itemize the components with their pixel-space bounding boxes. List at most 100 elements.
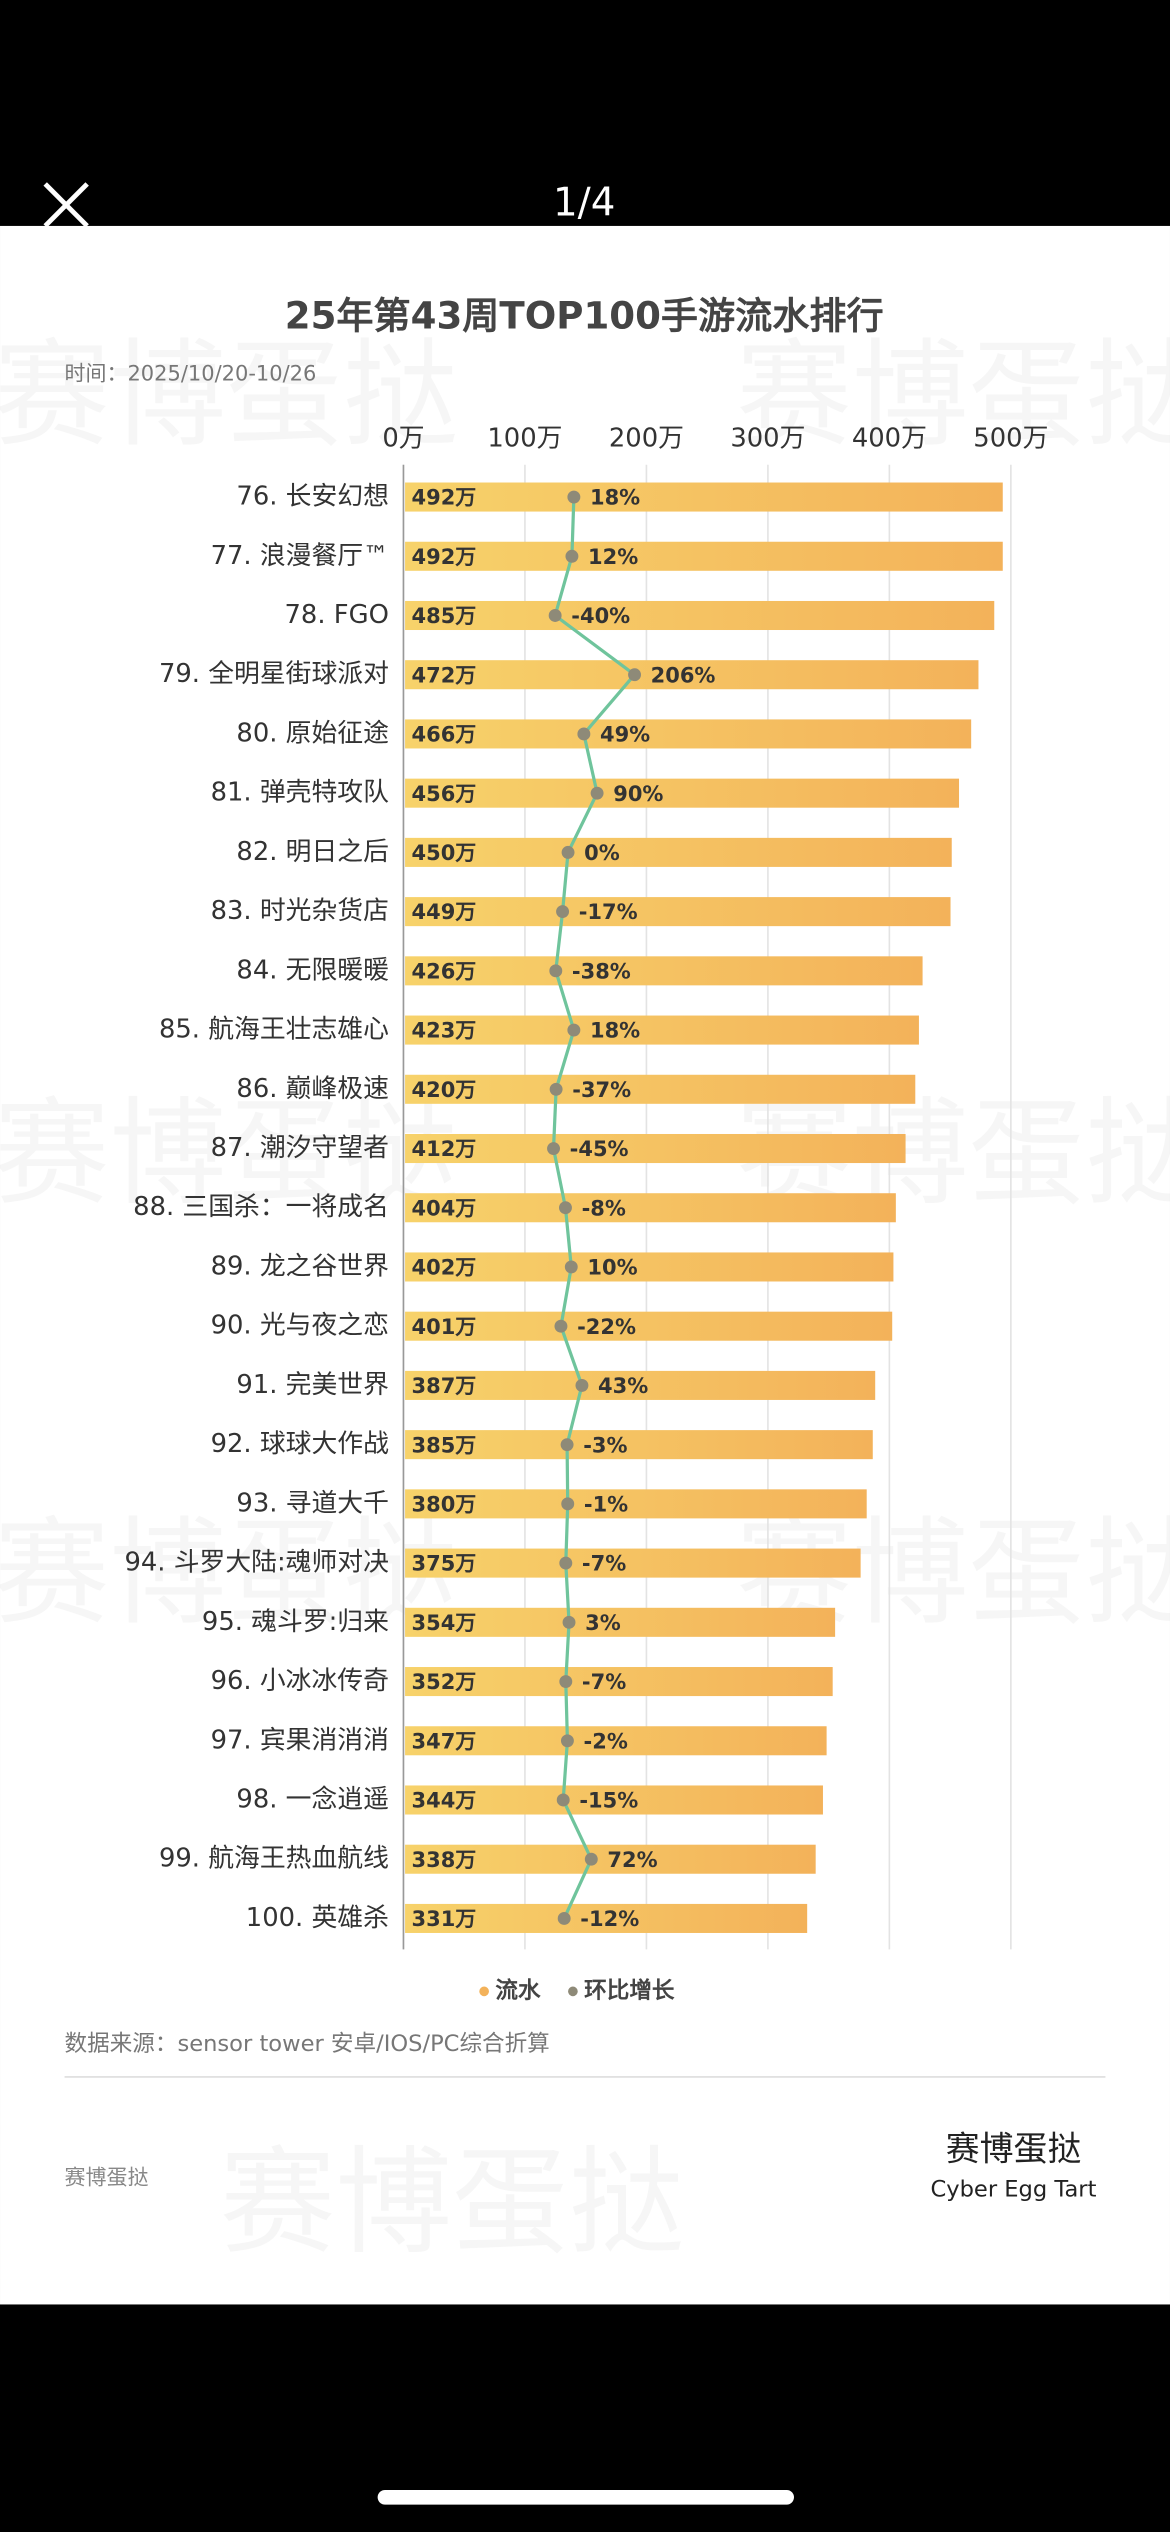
bar-value-label: 338万 xyxy=(412,1848,477,1872)
growth-point xyxy=(577,727,591,741)
watermark: 赛博蛋挞 xyxy=(219,2136,684,2271)
growth-label: 0% xyxy=(584,841,620,865)
legend-label: 环比增长 xyxy=(584,1977,675,2004)
legend-marker xyxy=(568,1986,578,1997)
bar-value-label: 352万 xyxy=(412,1670,477,1694)
bar-value-label: 412万 xyxy=(412,1137,477,1161)
category-label: 88. 三国杀：一将成名 xyxy=(133,1192,389,1222)
category-label: 83. 时光杂货店 xyxy=(211,896,389,926)
bar-value-label: 485万 xyxy=(412,604,477,628)
bar xyxy=(405,1074,916,1104)
bar xyxy=(405,482,1003,512)
home-indicator[interactable] xyxy=(377,2490,794,2505)
category-label: 86. 巅峰极速 xyxy=(236,1074,389,1104)
bar xyxy=(405,600,995,631)
growth-point xyxy=(560,1734,574,1748)
bar xyxy=(405,1430,873,1460)
growth-point xyxy=(549,964,563,978)
category-label: 95. 魂斗罗:归来 xyxy=(202,1607,389,1637)
growth-point xyxy=(564,1260,578,1274)
close-icon[interactable] xyxy=(43,182,89,228)
growth-label: 49% xyxy=(600,723,650,747)
category-label: 77. 浪漫餐厅™ xyxy=(211,541,389,571)
growth-point xyxy=(561,1497,575,1511)
bar xyxy=(405,660,979,690)
category-label: 96. 小冰冰传奇 xyxy=(211,1666,389,1696)
growth-label: -15% xyxy=(579,1789,638,1813)
growth-label: -12% xyxy=(580,1907,639,1931)
bar xyxy=(405,1785,823,1815)
category-label: 78. FGO xyxy=(284,600,388,630)
growth-label: -22% xyxy=(577,1315,636,1339)
bar-value-label: 387万 xyxy=(412,1374,477,1398)
bar-value-label: 385万 xyxy=(412,1433,477,1457)
subtitle: 时间：2025/10/20-10/26 xyxy=(65,361,317,385)
bar xyxy=(405,1489,867,1519)
growth-point xyxy=(565,549,579,563)
growth-label: 18% xyxy=(590,1019,640,1043)
bar-value-label: 402万 xyxy=(412,1256,477,1280)
growth-point xyxy=(561,845,575,859)
bar xyxy=(405,1015,919,1045)
growth-label: 3% xyxy=(585,1611,621,1635)
growth-point xyxy=(628,668,641,682)
bar xyxy=(405,1193,896,1223)
category-label: 81. 弹壳特攻队 xyxy=(211,778,390,808)
growth-label: 72% xyxy=(607,1848,657,1872)
bar-value-label: 404万 xyxy=(412,1196,477,1220)
bar xyxy=(405,1252,894,1282)
bar-value-label: 472万 xyxy=(412,663,477,687)
growth-point xyxy=(584,1852,598,1866)
growth-point xyxy=(559,1675,573,1688)
bar xyxy=(405,897,951,927)
x-tick-label: 200万 xyxy=(609,423,684,453)
growth-label: -17% xyxy=(579,900,638,924)
bar-value-label: 449万 xyxy=(412,900,477,924)
source: 数据来源：sensor tower 安卓/IOS/PC综合折算 xyxy=(65,2031,550,2057)
bar xyxy=(405,956,923,986)
growth-point xyxy=(556,905,570,919)
bar-value-label: 420万 xyxy=(412,1078,477,1102)
growth-point xyxy=(562,1615,576,1629)
growth-label: -8% xyxy=(582,1196,626,1220)
page-counter: 1/4 xyxy=(553,180,615,225)
bar-value-label: 423万 xyxy=(412,1019,477,1043)
category-label: 87. 潮汐守望者 xyxy=(211,1133,389,1163)
legend-marker xyxy=(479,1986,489,1997)
bar-value-label: 347万 xyxy=(412,1729,477,1753)
legend-label: 流水 xyxy=(495,1977,541,2004)
bar-value-label: 344万 xyxy=(412,1789,477,1813)
bar xyxy=(405,1844,816,1874)
close-button[interactable] xyxy=(43,182,89,228)
growth-point xyxy=(554,1319,568,1333)
bar-value-label: 375万 xyxy=(412,1552,477,1576)
growth-label: 12% xyxy=(588,545,638,569)
bar xyxy=(405,1607,836,1637)
bar-value-label: 492万 xyxy=(412,486,477,510)
category-label: 80. 原始征途 xyxy=(236,718,389,748)
bar xyxy=(405,1548,861,1578)
bar xyxy=(405,837,952,867)
x-tick-label: 300万 xyxy=(730,423,805,453)
growth-point xyxy=(549,1082,563,1096)
bar-value-label: 450万 xyxy=(412,841,477,865)
category-label: 98. 一念逍遥 xyxy=(236,1784,389,1814)
bar-value-label: 466万 xyxy=(412,723,477,747)
category-label: 99. 航海王热血航线 xyxy=(159,1844,389,1874)
category-label: 93. 寻道大千 xyxy=(236,1488,389,1518)
chart-title: 25年第43周TOP100手游流水排行 xyxy=(285,294,884,337)
bar xyxy=(405,1133,906,1164)
bar-value-label: 492万 xyxy=(412,545,477,569)
x-tick-label: 100万 xyxy=(487,423,562,453)
growth-label: -7% xyxy=(582,1552,626,1576)
growth-label: 18% xyxy=(590,486,640,510)
category-label: 94. 斗罗大陆:魂师对决 xyxy=(124,1548,388,1578)
growth-point xyxy=(567,490,581,504)
bar xyxy=(405,1903,808,1933)
category-label: 79. 全明星街球派对 xyxy=(159,659,389,689)
growth-label: -7% xyxy=(582,1670,626,1694)
growth-label: -2% xyxy=(584,1729,628,1753)
x-tick-label: 400万 xyxy=(852,423,927,453)
